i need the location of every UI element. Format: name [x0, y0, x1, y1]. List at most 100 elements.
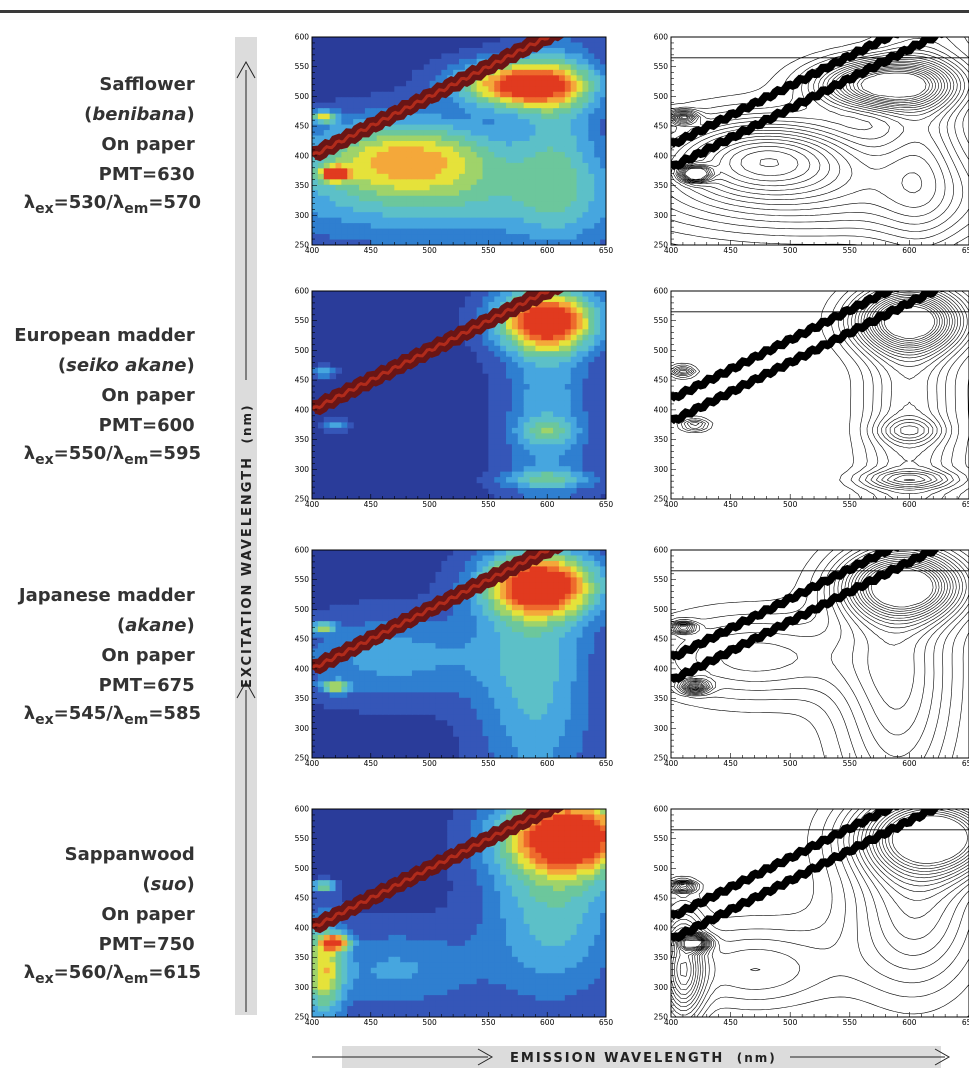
heat-cell — [364, 708, 372, 715]
heat-cell — [341, 239, 348, 245]
heat-cell — [564, 411, 572, 418]
heat-cell — [558, 400, 566, 407]
heat-cell — [400, 124, 407, 131]
paren-open: ( — [58, 355, 66, 376]
heat-cell — [541, 493, 548, 499]
heat-cell — [564, 234, 572, 241]
heat-cell — [494, 47, 501, 55]
heat-cell — [347, 195, 354, 202]
heat-cell — [541, 577, 548, 584]
heat-cell — [341, 945, 348, 952]
heat-cell — [594, 460, 601, 467]
heat-cell — [459, 675, 466, 682]
heat-cell — [600, 460, 606, 467]
heat-cell — [323, 681, 331, 688]
heat-cell — [500, 752, 507, 758]
heat-cell — [523, 643, 531, 650]
heat-cell — [588, 416, 595, 423]
heat-cell — [588, 736, 595, 743]
heat-cell — [394, 97, 401, 104]
heat-cell — [500, 184, 507, 191]
heat-cell — [594, 637, 601, 644]
heat-cell — [547, 466, 554, 473]
heat-cell — [429, 626, 437, 633]
heat-cell — [547, 560, 554, 568]
heat-cell — [541, 659, 548, 666]
heat-cell — [535, 108, 542, 115]
heat-cell — [600, 664, 606, 672]
heat-cell — [488, 692, 495, 699]
heat-cell — [576, 75, 584, 82]
heat-cell — [553, 747, 560, 754]
heat-cell — [482, 362, 489, 369]
heat-cell — [500, 356, 507, 363]
heat-cell — [417, 212, 425, 219]
heat-cell — [364, 929, 372, 936]
heat-cell — [312, 913, 319, 920]
heat-cell — [312, 967, 319, 974]
sample-substrate: On paper — [101, 645, 195, 666]
heat-cell — [359, 708, 366, 715]
heat-cell — [406, 918, 413, 925]
heat-cell — [517, 75, 525, 82]
heat-cell — [459, 223, 466, 230]
heat-cell — [582, 58, 589, 65]
heat-cell — [588, 378, 595, 385]
heat-cell — [341, 217, 348, 224]
heat-cell — [511, 610, 519, 617]
heat-cell — [511, 466, 519, 473]
heat-cell — [417, 75, 425, 82]
heat-cell — [570, 752, 578, 758]
heat-cell — [411, 141, 419, 148]
heat-cell — [394, 989, 401, 996]
heat-cell — [329, 697, 337, 704]
heat-cell — [423, 659, 431, 666]
x-tick-label: 500 — [783, 246, 798, 255]
heat-cell — [464, 736, 472, 743]
heat-cell — [594, 725, 601, 732]
heat-cell — [523, 455, 531, 462]
heat-cell — [570, 637, 578, 644]
heat-cell — [535, 64, 542, 71]
heat-cell — [411, 195, 419, 202]
heat-cell — [576, 141, 584, 148]
heat-cell — [547, 384, 554, 391]
heat-cell — [441, 69, 448, 76]
heat-cell — [382, 1011, 390, 1017]
heat-cell — [476, 560, 484, 568]
heat-cell — [312, 1006, 319, 1013]
heat-cell — [558, 686, 566, 693]
heat-cell — [400, 697, 407, 704]
heat-cell — [482, 206, 489, 213]
heat-cell — [564, 75, 572, 82]
heat-cell — [523, 345, 531, 352]
heat-cell — [564, 356, 572, 363]
heat-cell — [594, 466, 601, 473]
heat-cell — [564, 80, 572, 87]
heat-cell — [588, 69, 595, 76]
heat-cell — [370, 212, 378, 219]
heat-cell — [553, 239, 560, 245]
heat-cell — [535, 356, 542, 363]
heat-cell — [470, 681, 478, 688]
heat-cell — [529, 725, 537, 732]
heat-cell — [541, 389, 548, 396]
heat-cell — [588, 741, 595, 748]
heat-cell — [541, 301, 548, 309]
x-tick-label: 600 — [540, 500, 555, 509]
heat-cell — [341, 978, 348, 985]
y-tick-label: 450 — [295, 122, 310, 131]
heat-cell — [582, 291, 589, 298]
heat-cell — [594, 615, 601, 622]
heat-cell — [329, 373, 337, 380]
heat-cell — [400, 86, 407, 93]
heat-cell — [323, 367, 331, 374]
heat-cell — [341, 124, 348, 131]
heat-cell — [441, 190, 448, 197]
heat-cell — [317, 643, 325, 650]
heat-cell — [476, 91, 484, 98]
heat-cell — [476, 113, 484, 120]
heat-cell — [541, 725, 548, 732]
heat-cell — [511, 130, 519, 137]
heat-cell — [600, 301, 606, 309]
